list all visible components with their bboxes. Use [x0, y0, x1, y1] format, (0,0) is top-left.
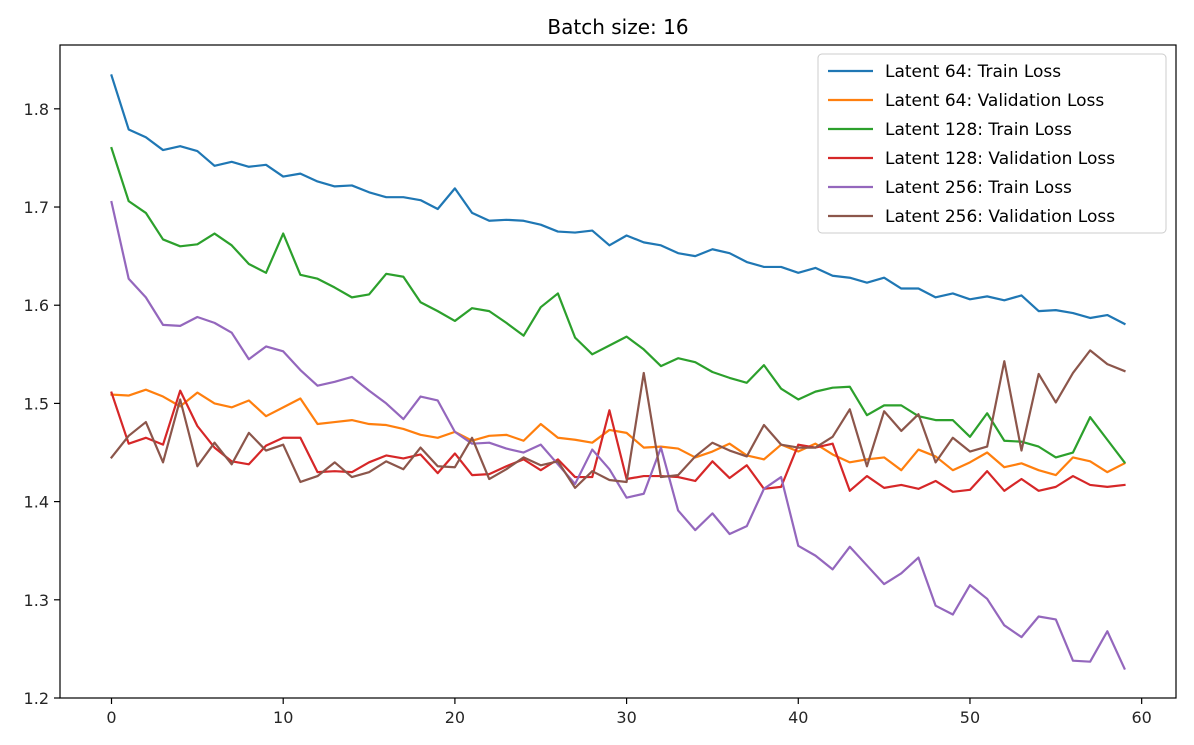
x-tick-label: 20	[445, 708, 465, 727]
plot-frame	[59, 44, 1177, 699]
series-line-3	[110, 146, 1127, 464]
legend-label-2: Latent 64: Validation Loss	[885, 91, 1104, 111]
legend-frame	[817, 53, 1167, 234]
chart-title: Batch size: 16	[547, 15, 688, 39]
x-tick-label: 40	[788, 708, 808, 727]
y-tick-label: 1.3	[24, 591, 49, 610]
series-line-2	[110, 388, 1126, 477]
x-tick-label: 50	[960, 708, 980, 727]
legend-label-5: Latent 256: Train Loss	[885, 178, 1072, 198]
series-layer	[109, 74, 1127, 670]
legend: Latent 64: Train Loss Latent 64: Validati…	[817, 53, 1167, 234]
y-tick-label: 1.8	[24, 100, 49, 119]
legend-label-1: Latent 64: Train Loss	[885, 62, 1061, 82]
x-tick-label: 30	[616, 708, 636, 727]
legend-label-4: Latent 128: Validation Loss	[885, 149, 1115, 169]
legend-label-3: Latent 128: Train Loss	[885, 120, 1072, 140]
y-tick-label: 1.4	[24, 493, 49, 512]
y-tick-label: 1.7	[24, 198, 49, 217]
x-tick-label: 60	[1131, 708, 1151, 727]
y-tick-label: 1.6	[24, 296, 49, 315]
series-line-6	[109, 349, 1126, 489]
x-tick-label: 10	[273, 708, 293, 727]
y-tick-label: 1.2	[24, 689, 49, 708]
legend-label-6: Latent 256: Validation Loss	[885, 207, 1115, 227]
x-tick-label: 0	[106, 708, 116, 727]
series-line-1	[110, 74, 1126, 326]
axes-layer: 0 10 20 30 40 50 60 1.2 1.3 1.4 1.5 1.6 1.7 1.8	[24, 44, 1177, 727]
y-tick-label: 1.5	[24, 394, 49, 413]
series-line-5	[110, 200, 1126, 670]
series-line-4	[110, 389, 1126, 493]
